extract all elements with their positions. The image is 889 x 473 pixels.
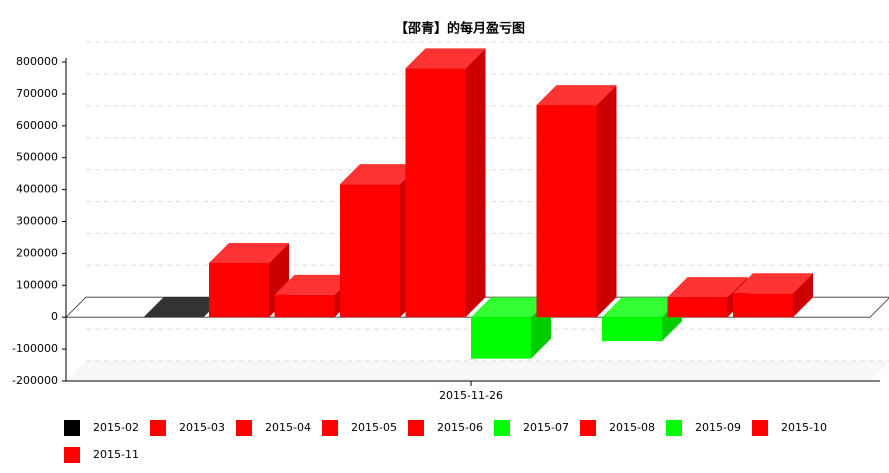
legend-swatch (408, 420, 424, 436)
y-tick-label: 700000 (16, 87, 58, 100)
bar-top (602, 297, 682, 318)
legend-label: 2015-03 (179, 421, 225, 434)
bar-side (596, 85, 617, 318)
legend-swatch (322, 420, 338, 436)
y-tick-label: 500000 (16, 151, 58, 164)
x-tick-label: 2015-11-26 (439, 389, 503, 402)
legend-label: 2015-05 (351, 421, 397, 434)
legend-swatch (666, 420, 682, 436)
bar (471, 317, 531, 359)
legend-label: 2015-06 (437, 421, 483, 434)
legend-label: 2015-11 (93, 448, 139, 461)
y-tick-label: 200000 (16, 246, 58, 259)
bar-top (733, 273, 813, 294)
legend-label: 2015-02 (93, 421, 139, 434)
bar-top (340, 164, 420, 185)
y-tick-label: 300000 (16, 215, 58, 228)
bar (667, 297, 728, 318)
y-tick-label: 600000 (16, 119, 58, 132)
bar (536, 105, 597, 318)
legend-swatch (150, 420, 166, 436)
chart-title: 【邵青】的每月盈亏图 (395, 21, 525, 37)
legend-label: 2015-08 (609, 421, 655, 434)
bar-top (143, 297, 224, 318)
y-tick-label: -200000 (12, 374, 58, 387)
bar (340, 184, 400, 318)
bar-top (405, 48, 486, 69)
bar-top (667, 277, 748, 298)
bar-top (274, 274, 355, 295)
y-tick-label: 800000 (16, 55, 58, 68)
bar (733, 293, 793, 318)
legend-label: 2015-04 (265, 421, 311, 434)
legend-swatch (752, 420, 768, 436)
bar (405, 68, 466, 318)
bar (602, 317, 662, 342)
y-tick-label: 0 (51, 310, 58, 323)
y-tick-label: 100000 (16, 278, 58, 291)
lower-floor (66, 361, 889, 381)
legend-label: 2015-07 (523, 421, 569, 434)
legend-swatch (64, 420, 80, 436)
bar-top (471, 297, 551, 318)
y-tick-label: 400000 (16, 183, 58, 196)
bar (274, 294, 335, 318)
legend-swatch (494, 420, 510, 436)
legend-swatch (580, 420, 596, 436)
bar-top (209, 242, 289, 263)
bar-side (793, 273, 813, 318)
legend-label: 2015-09 (695, 421, 741, 434)
y-tick-label: -100000 (12, 342, 58, 355)
bar (209, 262, 269, 318)
legend-label: 2015-10 (781, 421, 827, 434)
bar-side (465, 48, 486, 318)
legend-swatch (64, 447, 80, 463)
legend-swatch (236, 420, 252, 436)
bar-top (536, 85, 617, 106)
